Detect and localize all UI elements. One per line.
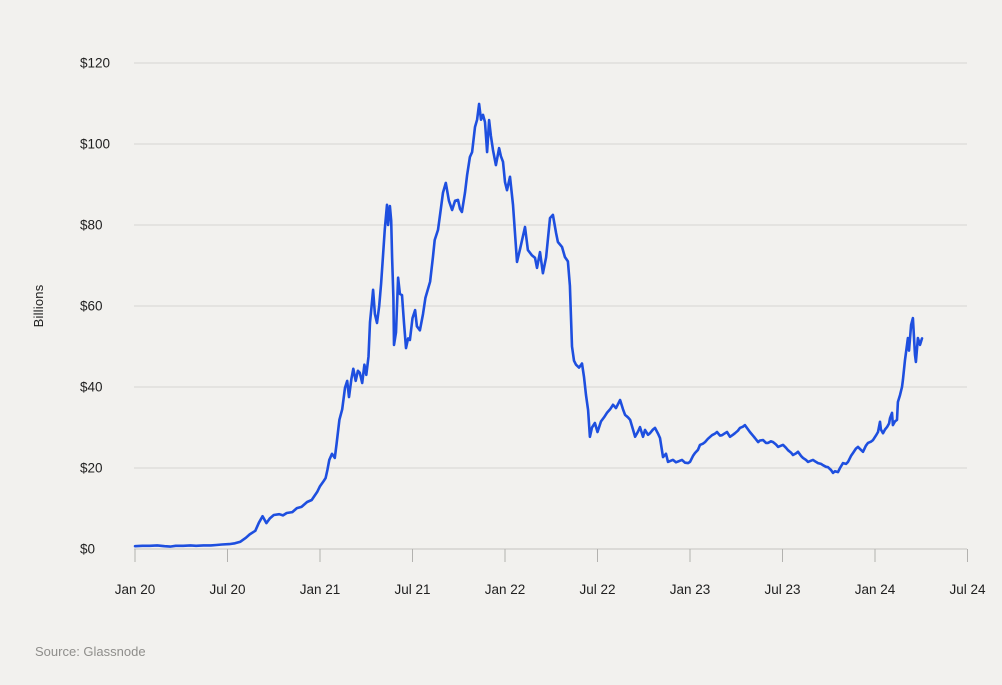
x-axis-labels: Jan 20 Jul 20 Jan 21 Jul 21 Jan 22 Jul 22 Jan … — [115, 582, 986, 597]
x-tick-label: Jan 21 — [300, 582, 341, 597]
data-series-line — [133, 102, 924, 548]
source-caption: Source: Glassnode — [35, 644, 146, 659]
x-tick-label: Jul 23 — [764, 582, 800, 597]
y-tick-label: $0 — [80, 542, 95, 557]
x-tick-label: Jan 20 — [115, 582, 156, 597]
y-axis-labels: $0 $20 $40 $60 $80 $100 $120 — [80, 56, 110, 557]
y-tick-label: $120 — [80, 56, 110, 71]
x-axis-ticks — [134, 549, 968, 562]
x-tick-label: Jan 24 — [855, 582, 896, 597]
x-tick-label: Jul 22 — [579, 582, 615, 597]
y-tick-label: $60 — [80, 299, 103, 314]
x-tick-label: Jan 23 — [670, 582, 711, 597]
y-tick-label: $80 — [80, 218, 103, 233]
y-tick-label: $40 — [80, 380, 103, 395]
gridlines — [134, 62, 967, 550]
y-axis-title: Billions — [31, 284, 46, 327]
x-tick-label: Jan 22 — [485, 582, 526, 597]
y-tick-label: $20 — [80, 461, 103, 476]
y-tick-label: $100 — [80, 137, 110, 152]
x-tick-label: Jul 21 — [394, 582, 430, 597]
x-tick-label: Jul 24 — [949, 582, 986, 597]
x-tick-label: Jul 20 — [209, 582, 245, 597]
